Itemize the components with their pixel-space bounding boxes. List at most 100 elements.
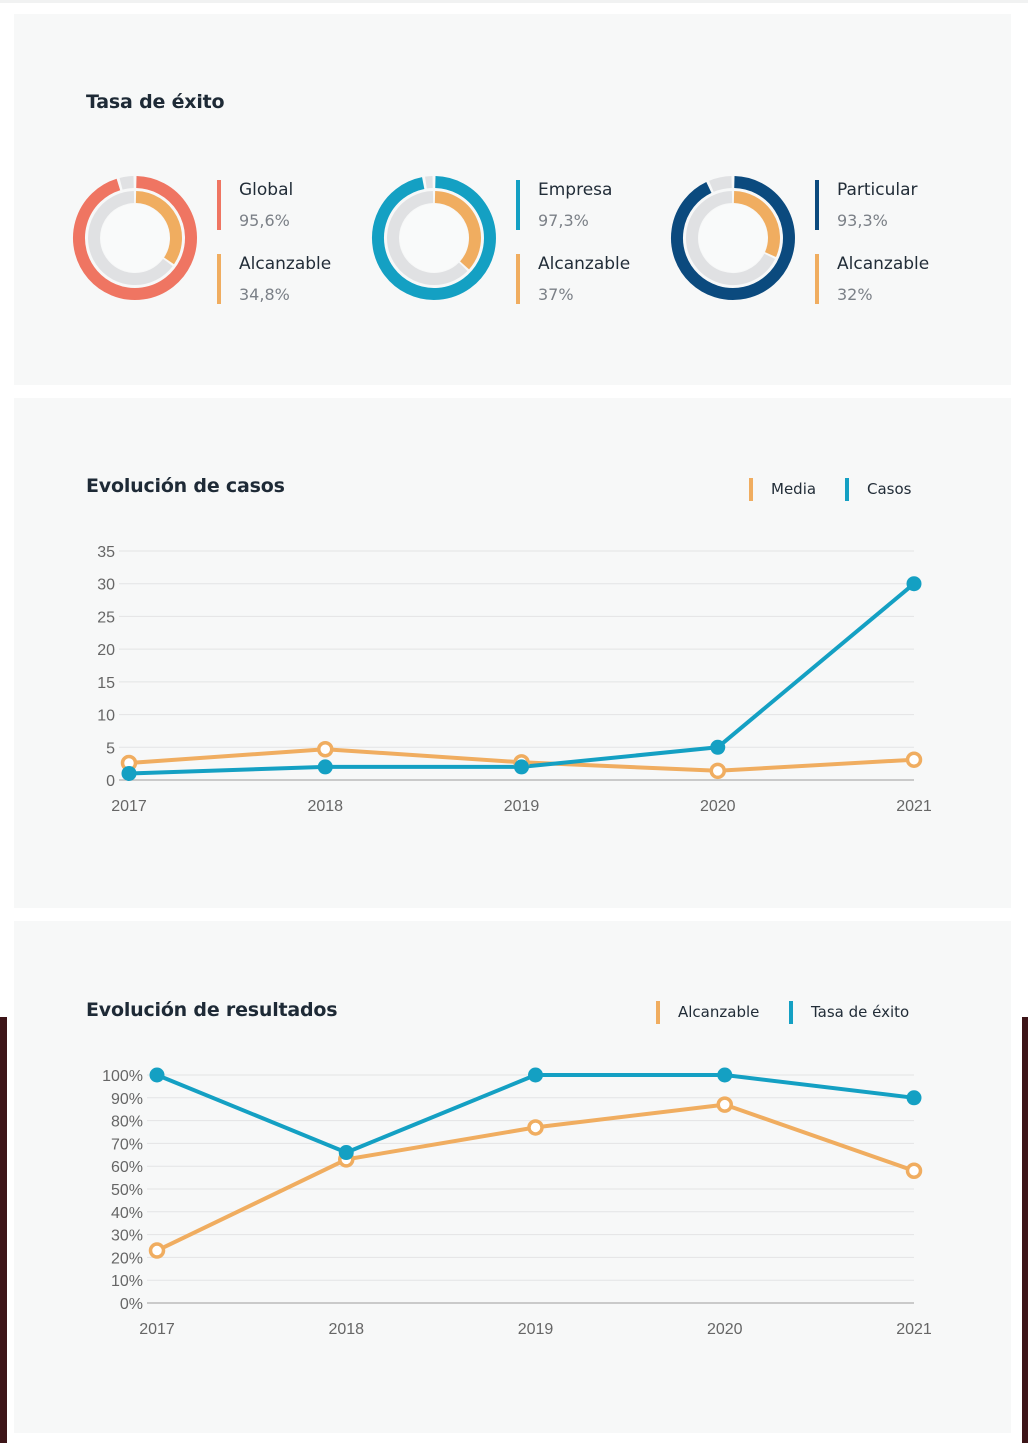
line-chart-casos: 0 5 10 15 20 25 30 35 2017 2018 2019 2020 2021 — [97, 544, 932, 815]
chart-title: Evolución de casos — [86, 475, 285, 497]
outer-ring-remainder-arc — [709, 176, 733, 192]
legend-swatch — [217, 254, 221, 304]
data-point — [121, 765, 137, 781]
donut-particular: Particular 93,3% Alcanzable 32% — [670, 162, 960, 312]
data-point — [514, 759, 529, 775]
legend-swatch — [815, 180, 819, 230]
legend-label: Alcanzable — [538, 254, 631, 274]
legend-label: Alcanzable — [678, 1003, 760, 1021]
data-point — [905, 751, 923, 768]
data-point — [906, 576, 922, 592]
donut-empresa: Empresa 97,3% Alcanzable 37% — [371, 162, 661, 312]
x-tick-label: 2020 — [707, 1321, 743, 1338]
data-point — [338, 1145, 354, 1161]
legend-value: 95,6% — [239, 211, 290, 230]
y-tick-label: 30% — [111, 1228, 143, 1245]
evolucion-casos-card: Evolución de casos Media Casos 0 5 10 15 20 2… — [14, 398, 1011, 908]
legend-label: Particular — [837, 180, 918, 200]
donut-chart — [671, 176, 795, 300]
legend-swatch — [845, 478, 849, 501]
legend-swatch — [749, 478, 753, 501]
y-tick-label: 0 — [106, 773, 115, 790]
outer-ring-remainder-arc — [119, 176, 134, 190]
data-point — [905, 1162, 923, 1180]
tasa-exito-title: Tasa de éxito — [86, 91, 225, 113]
y-tick-label: 25 — [97, 609, 115, 626]
donut-center — [699, 204, 767, 272]
legend-label: Tasa de éxito — [811, 1003, 910, 1021]
legend-swatch — [815, 254, 819, 304]
y-tick-label: 30 — [97, 577, 115, 594]
outer-ring-value-arc — [73, 176, 197, 300]
legend-swatch — [516, 180, 520, 230]
top-border — [0, 0, 1028, 3]
data-point — [710, 739, 726, 755]
y-tick-label: 50% — [111, 1182, 143, 1199]
legend-label: Alcanzable — [837, 254, 930, 274]
y-tick-label: 20% — [111, 1250, 143, 1267]
legend-value: 32% — [837, 285, 873, 304]
data-point — [149, 1067, 165, 1083]
inner-ring-remainder-arc — [387, 191, 468, 285]
x-tick-label: 2021 — [896, 1321, 932, 1338]
line-chart-resultados: 0% 10% 20% 30% 40% 50% 60% 70% 80% 90% 100% 2017 201… — [102, 1067, 932, 1338]
inner-ring-alcanzable-arc — [135, 191, 182, 265]
y-tick-label: 5 — [106, 740, 115, 757]
legend-label: Casos — [867, 480, 912, 498]
inner-ring-remainder-arc — [88, 191, 173, 285]
y-tick-label: 100% — [102, 1068, 143, 1085]
data-point — [148, 1242, 166, 1259]
x-tick-label: 2017 — [111, 798, 147, 815]
legend-value: 93,3% — [837, 211, 888, 230]
y-tick-label: 70% — [111, 1136, 143, 1153]
inner-ring-alcanzable-arc — [434, 191, 481, 270]
data-point — [717, 1067, 733, 1083]
x-tick-label: 2017 — [139, 1321, 175, 1338]
x-tick-label: 2018 — [328, 1321, 364, 1338]
y-tick-label: 10% — [111, 1273, 143, 1290]
series-line-tasa-de-xito — [156, 1073, 915, 1155]
data-point — [527, 1119, 544, 1136]
y-tick-label: 35 — [97, 544, 115, 561]
tasa-exito-card: Tasa de éxito Global 95,6% Alcanzable 34… — [14, 14, 1011, 385]
x-tick-label: 2018 — [307, 798, 343, 815]
legend-label: Global — [239, 180, 294, 200]
legend-swatch — [789, 1001, 793, 1024]
legend-value: 37% — [538, 285, 574, 304]
x-tick-label: 2020 — [700, 798, 736, 815]
x-tick-label: 2019 — [504, 798, 540, 815]
legend-swatch — [516, 254, 520, 304]
donut-chart — [372, 176, 496, 300]
data-point — [716, 1096, 733, 1113]
page-edge-right — [1022, 1017, 1028, 1443]
series-line-casos — [128, 582, 916, 776]
chart-title: Evolución de resultados — [86, 999, 338, 1021]
legend-value: 97,3% — [538, 211, 589, 230]
x-tick-label: 2021 — [896, 798, 932, 815]
y-tick-label: 15 — [97, 675, 115, 692]
data-point — [317, 759, 333, 775]
page-edge-left — [0, 1017, 7, 1443]
outer-ring-value-arc — [372, 176, 496, 300]
data-point — [906, 1090, 922, 1106]
inner-ring-remainder-arc — [686, 191, 776, 285]
evolucion-resultados-card: Evolución de resultados Alcanzable Tasa … — [14, 921, 1011, 1433]
data-point — [709, 762, 726, 780]
legend-label: Media — [771, 480, 817, 498]
legend-value: 34,8% — [239, 285, 290, 304]
outer-ring-remainder-arc — [425, 176, 433, 189]
y-tick-label: 0% — [120, 1296, 143, 1313]
x-tick-label: 2019 — [518, 1321, 554, 1338]
donut-chart — [73, 176, 197, 300]
outer-ring-value-arc — [671, 176, 795, 300]
legend-swatch — [217, 180, 221, 230]
y-tick-label: 20 — [97, 642, 115, 659]
legend-label: Empresa — [538, 180, 613, 200]
donut-center — [101, 204, 169, 272]
data-point — [528, 1067, 543, 1083]
y-tick-label: 80% — [111, 1114, 143, 1131]
legend-swatch — [656, 1001, 660, 1024]
donut-global: Global 95,6% Alcanzable 34,8% — [72, 162, 362, 312]
donut-center — [400, 204, 468, 272]
y-tick-label: 90% — [111, 1091, 143, 1108]
